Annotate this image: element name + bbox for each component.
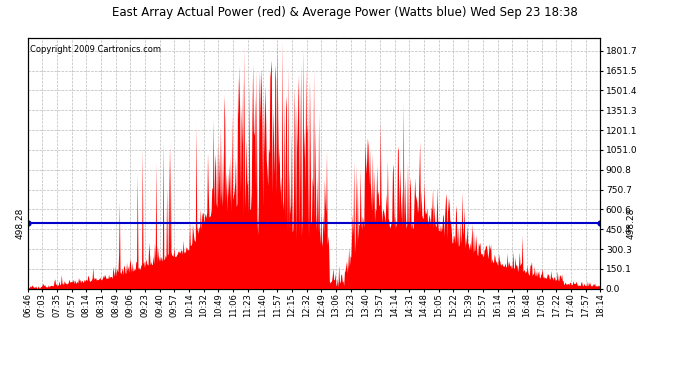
Text: Copyright 2009 Cartronics.com: Copyright 2009 Cartronics.com <box>30 45 161 54</box>
Text: East Array Actual Power (red) & Average Power (Watts blue) Wed Sep 23 18:38: East Array Actual Power (red) & Average … <box>112 6 578 19</box>
Text: 498.28: 498.28 <box>626 207 635 238</box>
Text: 498.28: 498.28 <box>16 207 25 238</box>
